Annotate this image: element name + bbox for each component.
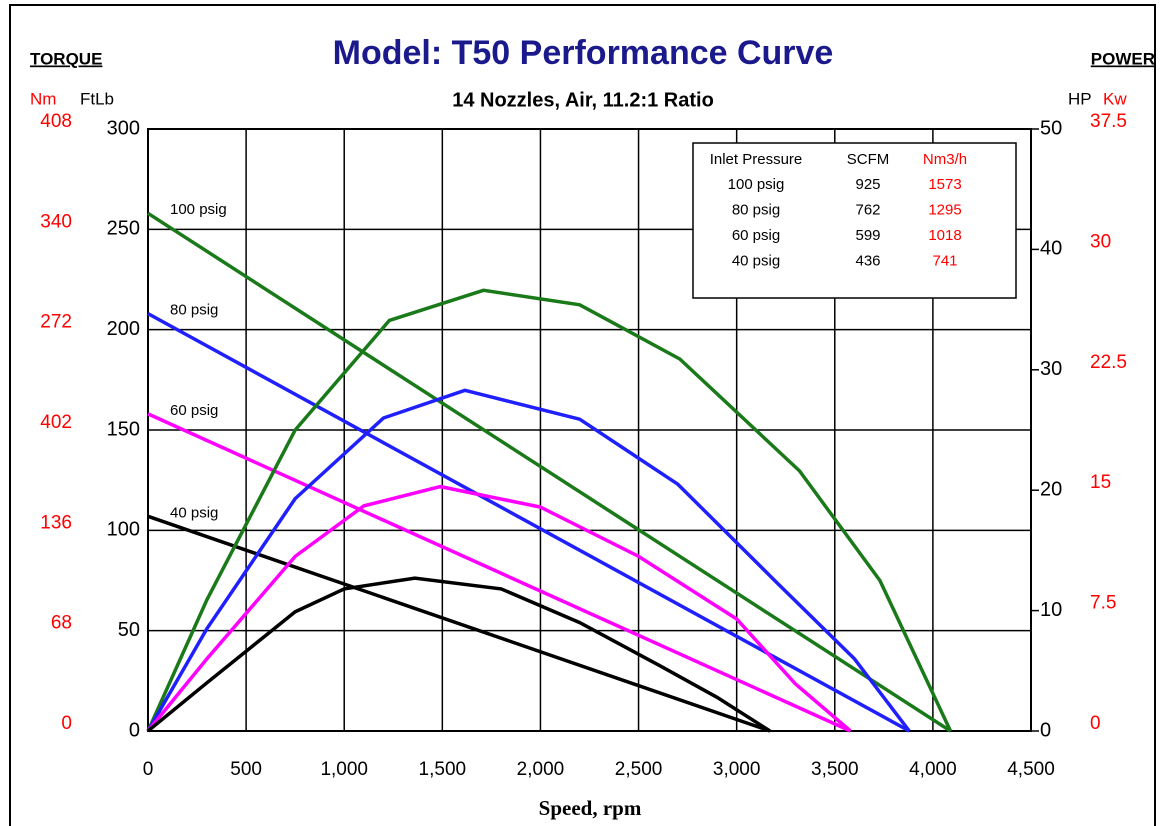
table-cell: 40 psig [732,252,780,269]
power-curve [146,484,852,733]
table-cell: 762 [855,201,880,218]
table-header: Nm3/h [923,151,967,168]
x-tick-label: 2,500 [615,759,663,780]
table-cell: 1295 [928,201,961,218]
plot-border [147,128,1032,732]
y2-alt-tick-label: 7.5 [1090,593,1116,614]
x-tick-label: 1,000 [320,759,368,780]
series-label: 80 psig [170,302,218,319]
y-alt-tick-label: 408 [40,111,72,132]
table-cell: 436 [855,252,880,269]
right-heading: POWER [1091,49,1155,68]
table-cell: 741 [932,252,957,269]
power-curve [146,388,911,733]
y2-unit: HP [1068,89,1092,108]
series-label: 40 psig [170,504,218,521]
y2-alt-tick-label: 22.5 [1090,352,1127,373]
y2-alt-unit: Kw [1103,89,1127,108]
y-tick-label: 200 [107,318,140,340]
x-tick-label: 4,500 [1007,759,1055,780]
y2-tick-label: 40 [1040,238,1062,260]
series-label: 100 psig [170,201,227,218]
table-box [692,142,1017,299]
y2-alt-tick-label: 37.5 [1090,111,1127,132]
table-cell: 80 psig [732,201,780,218]
table-header: SCFM [847,151,890,168]
left-heading: TORQUE [30,49,102,68]
x-axis-title: Speed, rpm [539,796,642,820]
x-tick-label: 0 [143,759,154,780]
x-tick-label: 4,000 [909,759,957,780]
chart-title: Model: T50 Performance Curve [333,34,834,72]
chart-subtitle: 14 Nozzles, Air, 11.2:1 Ratio [452,89,714,111]
y2-alt-tick-label: 30 [1090,231,1111,252]
y-alt-tick-label: 272 [40,312,72,333]
y-tick-label: 300 [107,117,140,139]
y2-tick-label: 30 [1040,358,1062,380]
y-tick-label: 0 [129,719,140,741]
y-alt-tick-label: 136 [40,512,72,533]
y2-tick-label: 20 [1040,478,1062,500]
y-alt-tick-label: 0 [61,713,72,734]
y2-alt-tick-label: 15 [1090,472,1111,493]
series-label: 60 psig [170,402,218,419]
y2-alt-tick-label: 0 [1090,713,1101,734]
x-tick-label: 1,500 [419,759,467,780]
y2-tick-label: 10 [1040,599,1062,621]
torque-line [147,312,911,733]
y-tick-label: 250 [107,218,140,240]
frame [9,4,1156,826]
y-alt-tick-label: 402 [40,412,72,433]
table-cell: 599 [855,227,880,244]
y-tick-label: 100 [107,519,140,541]
x-tick-label: 2,000 [517,759,565,780]
y-tick-label: 50 [118,619,140,641]
y-tick-label: 150 [107,418,140,440]
table-cell: 1018 [928,227,961,244]
y2-tick-label: 50 [1040,117,1062,139]
y-alt-tick-label: 68 [51,613,72,634]
table-cell: 100 psig [728,176,785,193]
torque-line [147,412,852,733]
power-curve [146,288,953,732]
x-tick-label: 3,500 [811,759,859,780]
torque-line [147,514,771,733]
power-curve [146,576,771,733]
y-unit: FtLb [80,89,114,108]
y-alt-unit: Nm [30,89,56,108]
x-tick-label: 500 [230,759,262,780]
table-cell: 60 psig [732,227,780,244]
table-header: Inlet Pressure [710,151,803,168]
y-alt-tick-label: 340 [40,211,72,232]
table-cell: 1573 [928,176,961,193]
y2-tick-label: 0 [1040,719,1051,741]
torque-line [147,211,952,733]
table-cell: 925 [855,176,880,193]
x-tick-label: 3,000 [713,759,761,780]
